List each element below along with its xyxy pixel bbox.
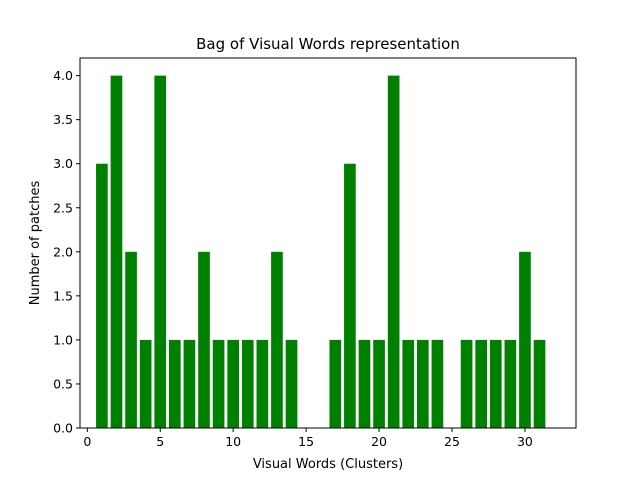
y-tick-label: 1.0: [53, 332, 73, 347]
plot-frame: [79, 57, 577, 429]
bar-28: [489, 339, 502, 428]
bar-26: [460, 339, 473, 428]
bar-17: [329, 339, 342, 428]
y-tick-label: 3.0: [53, 156, 73, 171]
y-axis-ticks: 0.0 0.5 1.0 1.5 2.0 2.5 3.0 3.5 4.0: [53, 68, 80, 436]
bar-22: [402, 339, 415, 428]
y-tick-label: 1.5: [53, 288, 73, 303]
bar-3: [125, 251, 137, 428]
bar-27: [475, 339, 488, 428]
bar-2: [110, 75, 123, 428]
bar-1: [96, 163, 108, 428]
bar-21: [387, 75, 400, 428]
bar-14: [285, 339, 298, 428]
bar-11: [241, 339, 254, 428]
bar-19: [358, 339, 371, 428]
bar-20: [373, 339, 385, 428]
x-axis-ticks: 0 5 10 15 20 25 30: [83, 428, 533, 449]
x-axis-label: Visual Words (Clusters): [253, 457, 403, 472]
bar-7: [183, 339, 196, 428]
bar-24: [431, 339, 444, 428]
bar-31: [533, 339, 546, 428]
x-tick-label: 0: [83, 434, 91, 449]
bar-6: [168, 339, 181, 428]
bar-10: [227, 339, 240, 428]
bar-9: [212, 339, 225, 428]
y-axis-label: Number of patches: [28, 181, 43, 306]
x-tick-label: 10: [225, 434, 241, 449]
bar-29: [504, 339, 517, 428]
x-tick-label: 5: [156, 434, 164, 449]
bars-group: [96, 75, 546, 428]
x-tick-label: 20: [371, 434, 387, 449]
bar-18: [344, 163, 356, 428]
x-tick-label: 15: [298, 434, 314, 449]
x-tick-label: 25: [444, 434, 460, 449]
bar-23: [416, 339, 429, 428]
bar-4: [139, 339, 152, 428]
bar-13: [271, 251, 283, 428]
bar-5: [154, 75, 167, 428]
y-tick-label: 0.5: [53, 376, 73, 391]
bar-30: [519, 251, 531, 428]
bar-12: [256, 339, 269, 428]
bar-8: [198, 251, 210, 428]
x-tick-label: 30: [517, 434, 533, 449]
y-tick-label: 4.0: [53, 68, 73, 83]
y-tick-label: 2.0: [53, 244, 73, 259]
y-tick-label: 0.0: [53, 421, 73, 436]
y-tick-label: 3.5: [53, 112, 73, 127]
y-tick-label: 2.5: [53, 200, 73, 215]
chart-title: Bag of Visual Words representation: [196, 35, 460, 53]
